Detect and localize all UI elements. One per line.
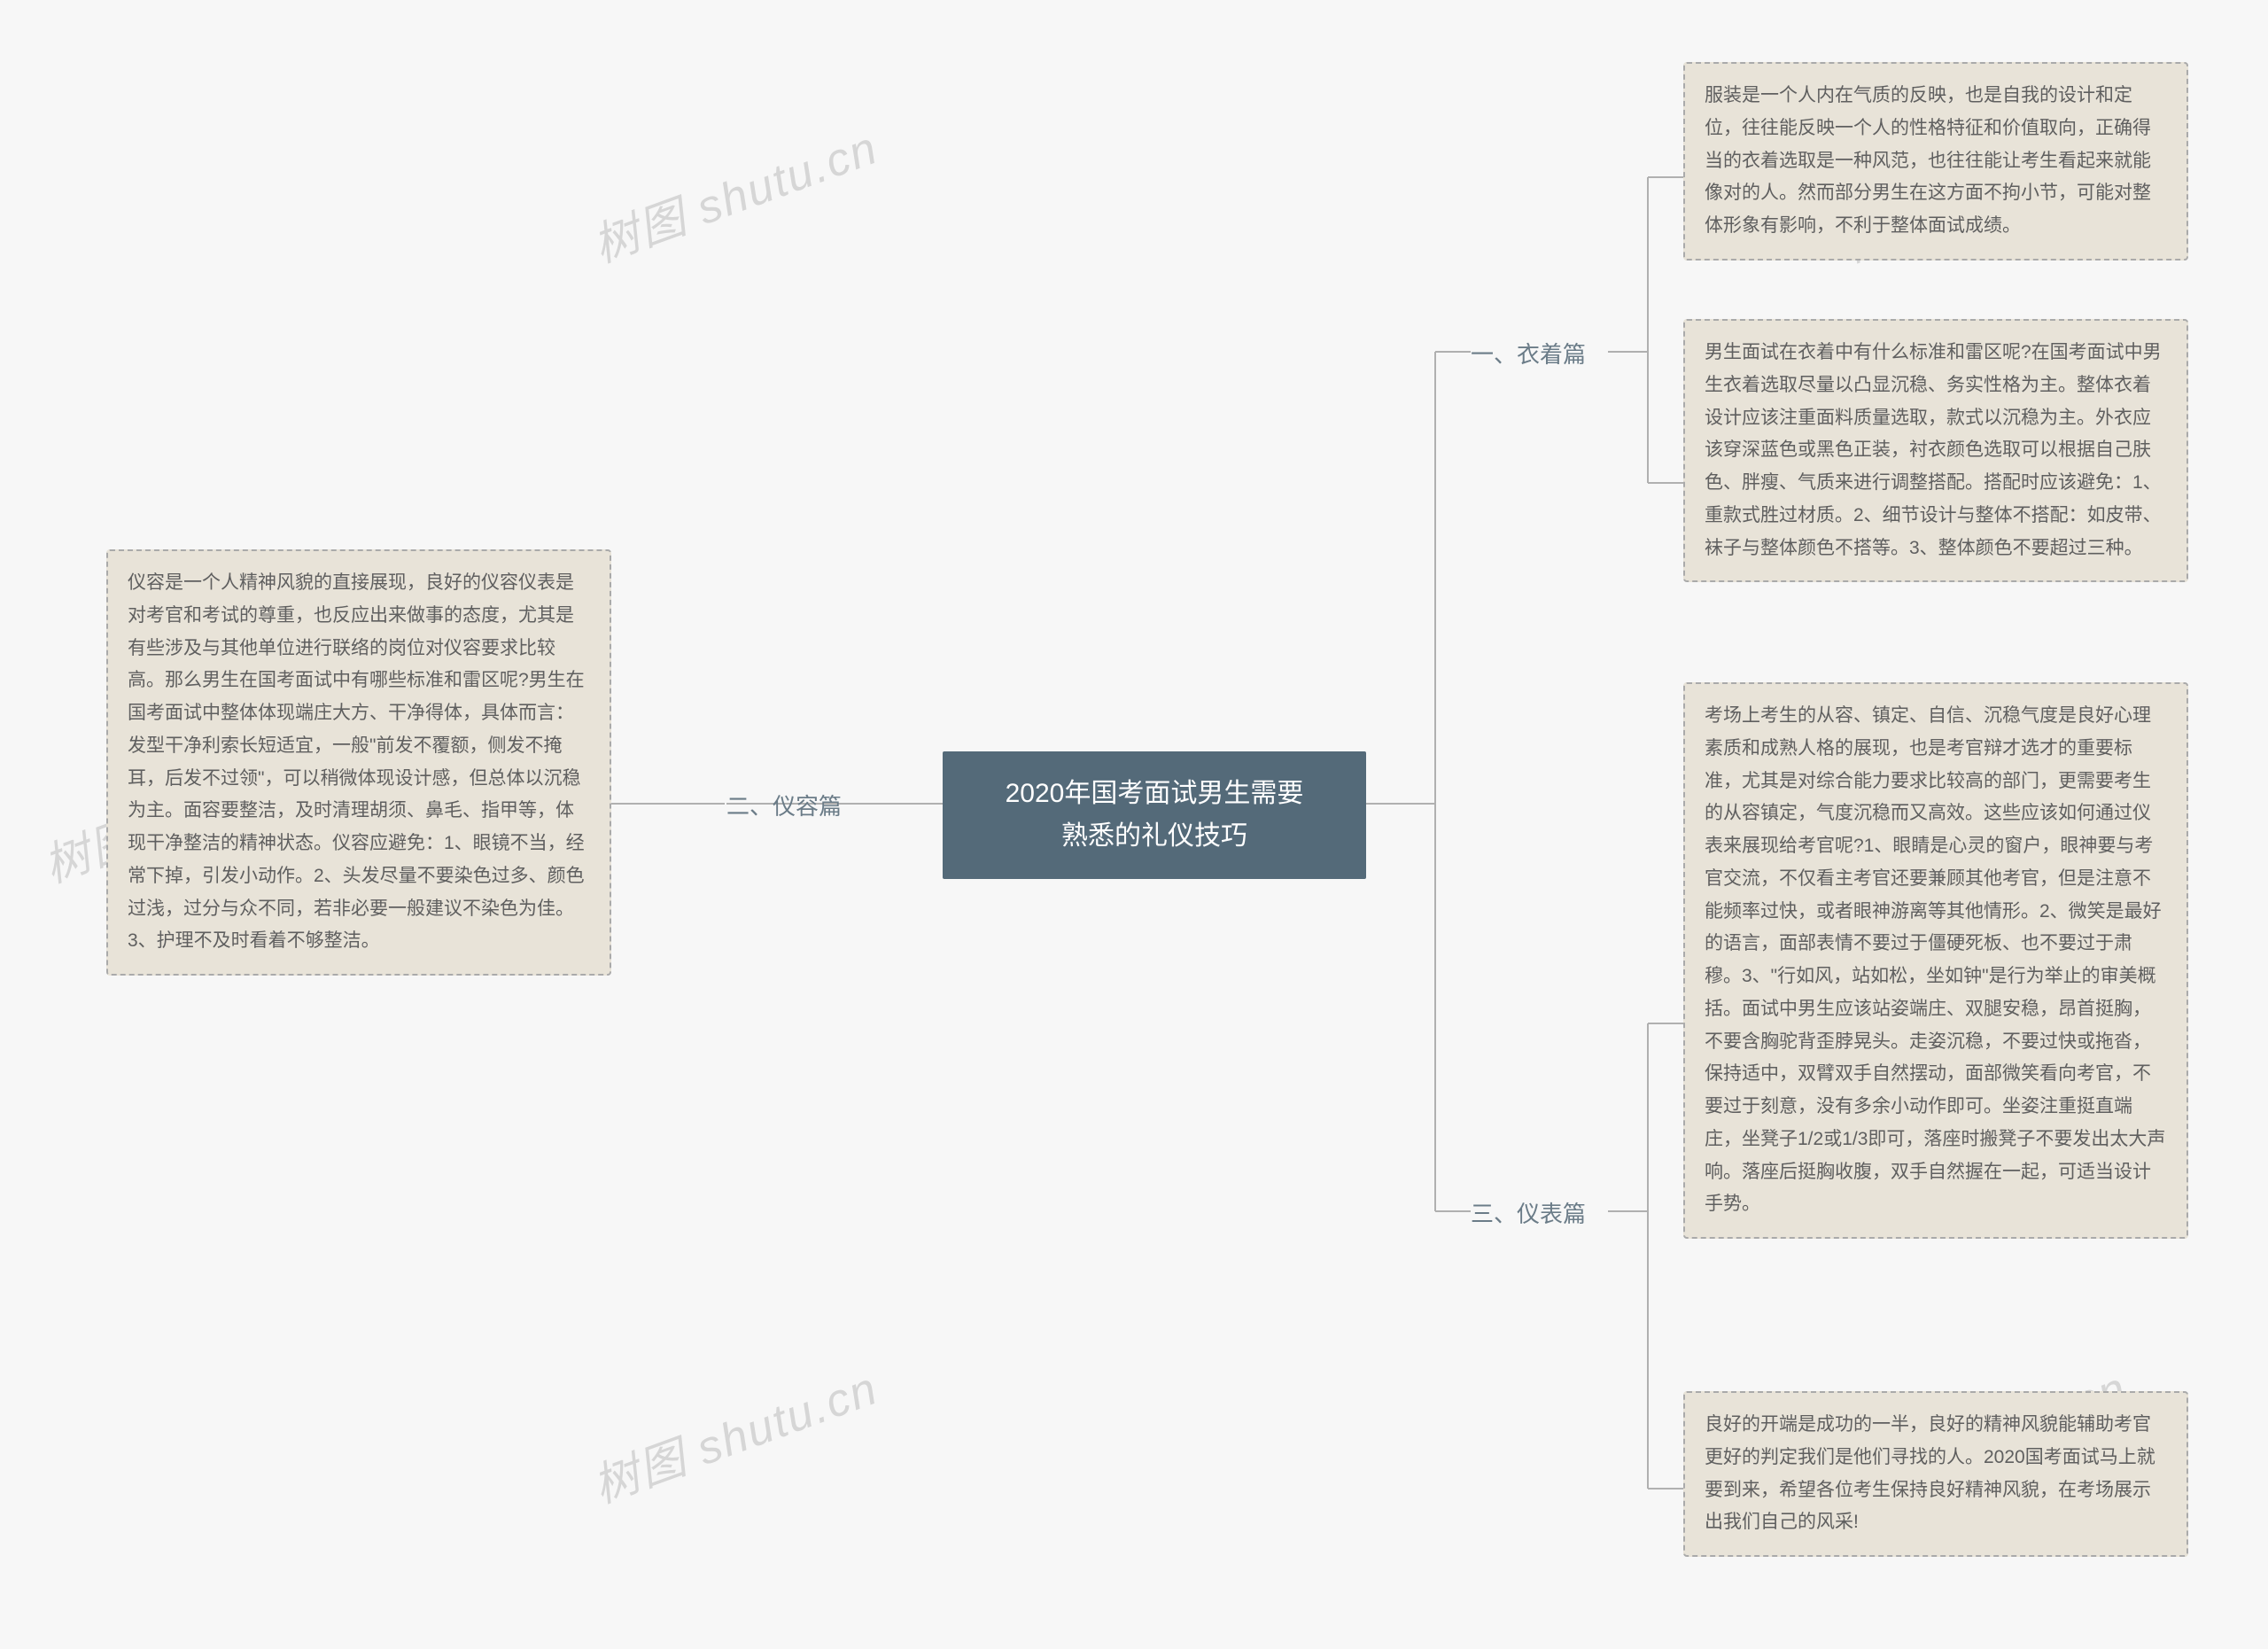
branch-label-2: 二、仪容篇 <box>726 789 842 821</box>
watermark: 树图 shutu.cn <box>582 111 885 276</box>
leaf-node: 良好的开端是成功的一半，良好的精神风貌能辅助考官更好的判定我们是他们寻找的人。2… <box>1683 1391 2188 1557</box>
center-node: 2020年国考面试男生需要熟悉的礼仪技巧 <box>943 751 1366 879</box>
leaf-node: 仪容是一个人精神风貌的直接展现，良好的仪容仪表是对考官和考试的尊重，也反应出来做… <box>106 549 611 976</box>
leaf-node: 服装是一个人内在气质的反映，也是自我的设计和定位，往往能反映一个人的性格特征和价… <box>1683 62 2188 261</box>
leaf-node: 男生面试在衣着中有什么标准和雷区呢?在国考面试中男生衣着选取尽量以凸显沉稳、务实… <box>1683 319 2188 582</box>
watermark: 树图 shutu.cn <box>582 1351 885 1516</box>
leaf-node: 考场上考生的从容、镇定、自信、沉稳气度是良好心理素质和成熟人格的展现，也是考官辩… <box>1683 682 2188 1239</box>
branch-label-3: 三、仪表篇 <box>1471 1196 1586 1229</box>
branch-label-1: 一、衣着篇 <box>1471 337 1586 369</box>
